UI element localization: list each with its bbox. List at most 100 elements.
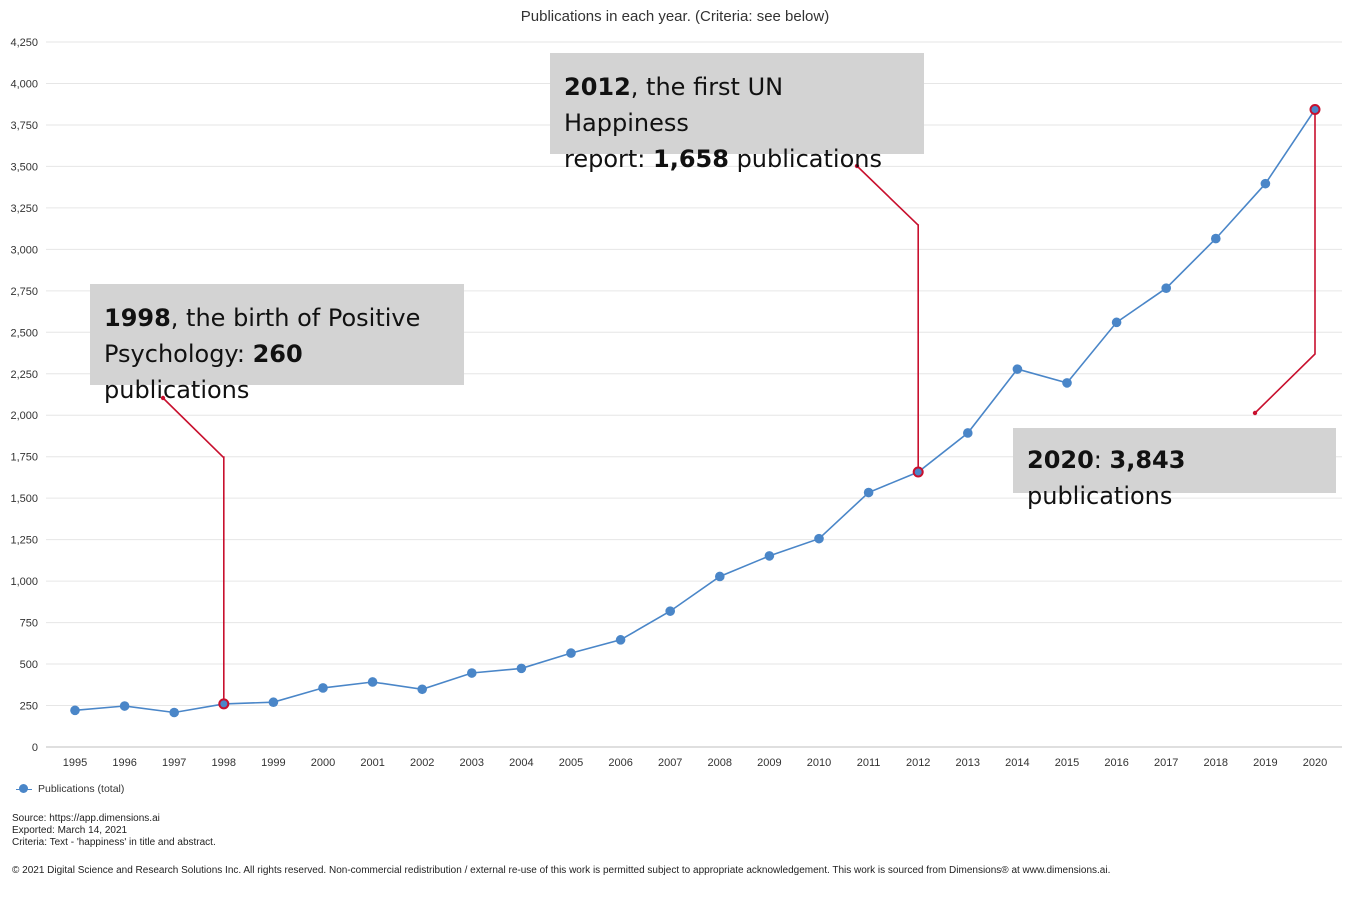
- data-point[interactable]: [516, 663, 527, 674]
- footer-meta: Source: https://app.dimensions.ai Export…: [12, 813, 216, 849]
- x-tick-label: 1996: [112, 757, 136, 769]
- y-tick-label: 500: [20, 659, 38, 671]
- y-tick-label: 3,500: [10, 161, 38, 173]
- footer-criteria: Criteria: Text - 'happiness' in title an…: [12, 837, 216, 848]
- x-axis-ticks: 1995 1996 1997 1998 1999 2000 2001 2002 2003 2004…: [63, 757, 1327, 769]
- annotation-connector: [162, 397, 225, 704]
- x-tick-label: 2020: [1303, 757, 1327, 769]
- x-tick-label: 2014: [1005, 757, 1029, 769]
- data-point[interactable]: [218, 698, 230, 710]
- footer-copyright: © 2021 Digital Science and Research Solu…: [12, 865, 1111, 876]
- annotation-2012: 2012, the first UN Happiness report: 1,6…: [550, 53, 924, 173]
- data-point[interactable]: [1111, 317, 1122, 328]
- data-point[interactable]: [467, 668, 477, 678]
- x-tick-label: 1998: [212, 757, 236, 769]
- data-point[interactable]: [119, 701, 130, 711]
- data-point[interactable]: [169, 707, 179, 718]
- data-point[interactable]: [1211, 233, 1221, 244]
- y-tick-label: 3,250: [10, 203, 38, 215]
- x-tick-label: 2004: [509, 757, 533, 769]
- x-tick-label: 2009: [757, 757, 781, 769]
- x-tick-label: 1995: [63, 757, 87, 769]
- annotation-connector: [856, 165, 920, 472]
- data-point[interactable]: [912, 466, 924, 478]
- data-point[interactable]: [814, 533, 824, 544]
- y-tick-label: 4,250: [10, 37, 38, 49]
- x-tick-label: 2017: [1154, 757, 1178, 769]
- y-axis-ticks: 0 250 500 750 1,000 1,250 1,500 1,750 2,000 2,250…: [10, 37, 38, 754]
- chart-title: Publications in each year. (Criteria: se…: [521, 8, 829, 25]
- data-point[interactable]: [417, 684, 428, 695]
- annotation-2012-text3: publications: [728, 145, 882, 173]
- annotation-2020-text1: :: [1093, 446, 1110, 474]
- data-point[interactable]: [863, 487, 874, 498]
- data-point[interactable]: [615, 635, 626, 645]
- annotation-2020-year: 2020: [1027, 446, 1094, 474]
- data-point[interactable]: [1062, 378, 1072, 388]
- annotation-1998-value: 260: [252, 340, 303, 368]
- connector-dot: [854, 163, 860, 169]
- legend[interactable]: Publications (total): [16, 783, 124, 795]
- y-tick-label: 3,750: [10, 120, 38, 132]
- annotation-1998: 1998, the birth of Positive Psychology: …: [90, 284, 464, 404]
- x-tick-label: 1999: [261, 757, 285, 769]
- annotation-2012-year: 2012: [564, 73, 631, 101]
- data-point[interactable]: [963, 428, 973, 438]
- data-point[interactable]: [1309, 104, 1321, 116]
- data-point[interactable]: [566, 648, 576, 658]
- data-point[interactable]: [665, 606, 675, 616]
- y-tick-label: 250: [20, 701, 38, 713]
- y-tick-label: 1,500: [10, 493, 38, 505]
- y-tick-label: 3,000: [10, 244, 38, 256]
- y-tick-label: 4,000: [10, 78, 38, 90]
- y-tick-label: 2,000: [10, 410, 38, 422]
- annotation-2020-value: 3,843: [1109, 446, 1186, 474]
- annotation-2020-text3: publications: [1027, 482, 1173, 510]
- x-tick-label: 2003: [460, 757, 484, 769]
- annotation-2020: 2020: 3,843 publications: [1013, 428, 1336, 510]
- x-tick-label: 2005: [559, 757, 583, 769]
- x-tick-label: 2006: [608, 757, 632, 769]
- x-tick-label: 2013: [956, 757, 980, 769]
- annotation-2012-text1: , the first UN Happiness: [564, 73, 784, 137]
- x-tick-label: 2018: [1204, 757, 1228, 769]
- x-tick-label: 2000: [311, 757, 335, 769]
- x-tick-label: 2012: [906, 757, 930, 769]
- annotation-1998-text2: Psychology:: [104, 340, 253, 368]
- series-line-publications: [74, 109, 1316, 714]
- annotation-1998-year: 1998: [104, 304, 171, 332]
- data-point[interactable]: [318, 683, 328, 693]
- data-point[interactable]: [70, 705, 80, 716]
- x-tick-label: 2002: [410, 757, 434, 769]
- y-tick-label: 2,500: [10, 327, 38, 339]
- annotation-1998-text3: publications: [104, 376, 250, 404]
- data-point[interactable]: [268, 697, 279, 708]
- annotation-2012-value: 1,658: [653, 145, 729, 173]
- data-point[interactable]: [715, 571, 725, 582]
- annotation-1998-text1: , the birth of Positive: [170, 304, 421, 332]
- y-tick-label: 1,250: [10, 535, 38, 547]
- y-tick-label: 1,000: [10, 576, 38, 588]
- data-point[interactable]: [1161, 283, 1171, 293]
- legend-label: Publications (total): [38, 783, 125, 795]
- footer-source: Source: https://app.dimensions.ai: [12, 813, 160, 824]
- footer-exported: Exported: March 14, 2021: [12, 825, 128, 836]
- x-tick-label: 2019: [1253, 757, 1277, 769]
- annotation-2012-text2: report:: [564, 145, 654, 173]
- data-point[interactable]: [1012, 364, 1023, 374]
- y-tick-label: 2,750: [10, 286, 38, 298]
- data-point[interactable]: [367, 677, 378, 687]
- x-tick-label: 2011: [857, 757, 881, 769]
- y-tick-label: 1,750: [10, 452, 38, 464]
- x-tick-label: 2016: [1104, 757, 1128, 769]
- x-tick-label: 2015: [1055, 757, 1079, 769]
- y-tick-label: 2,250: [10, 369, 38, 381]
- y-tick-label: 750: [20, 618, 38, 630]
- data-point[interactable]: [764, 551, 775, 561]
- data-point[interactable]: [1260, 178, 1271, 189]
- y-tick-label: 0: [32, 742, 38, 754]
- x-tick-label: 2001: [360, 757, 384, 769]
- legend-marker-icon: [16, 784, 32, 794]
- x-tick-label: 1997: [162, 757, 186, 769]
